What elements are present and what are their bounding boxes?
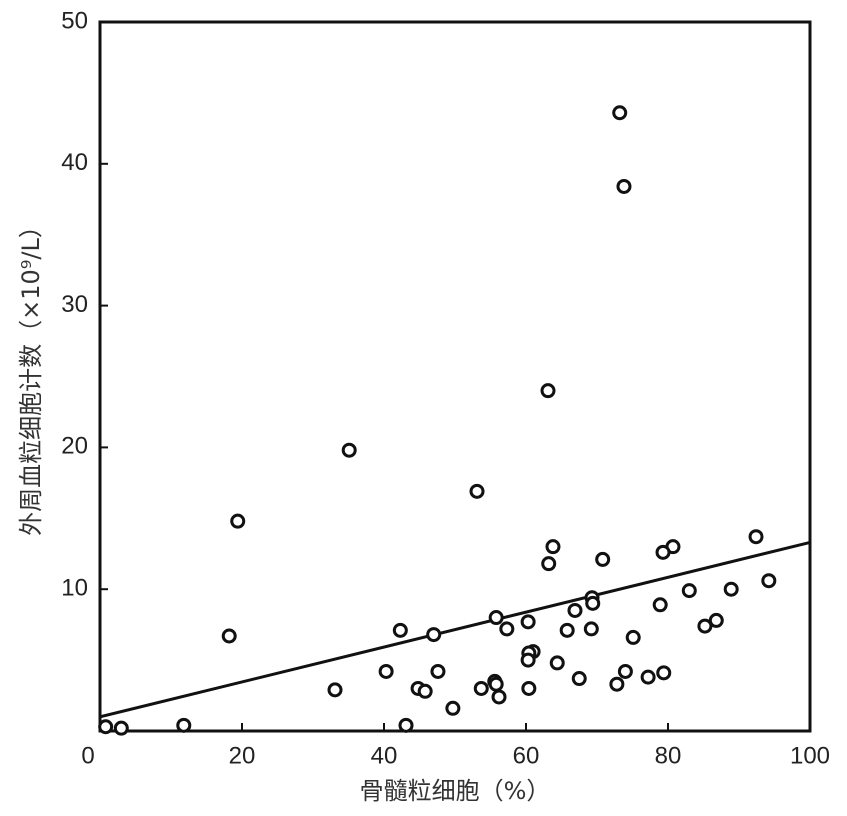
point (341, 442, 357, 458)
point (426, 627, 442, 643)
point (473, 680, 489, 696)
point (230, 513, 246, 529)
point (491, 689, 507, 705)
point (113, 720, 129, 736)
point (541, 556, 557, 572)
x-tick-label: 0 (81, 742, 94, 769)
point (98, 719, 114, 735)
point (655, 544, 671, 560)
point (567, 602, 583, 618)
point (652, 597, 668, 613)
point (549, 655, 565, 671)
point (499, 621, 515, 637)
point (571, 671, 587, 687)
y-tick-label: 40 (61, 149, 88, 176)
point (521, 680, 537, 696)
x-axis-title: 骨髓粒细胞（%） (360, 777, 551, 805)
point (625, 629, 641, 645)
point (616, 178, 632, 194)
point (559, 622, 575, 638)
point (520, 614, 536, 630)
y-axis-title: 外周血粒细胞计数（×10⁹/L） (17, 214, 45, 536)
point (327, 682, 343, 698)
y-tick-label: 50 (61, 7, 88, 34)
point (469, 483, 485, 499)
point (609, 676, 625, 692)
point (488, 610, 504, 626)
point (681, 583, 697, 599)
point (761, 573, 777, 589)
point (520, 652, 536, 668)
y-tick-label: 20 (61, 433, 88, 460)
point (176, 717, 192, 733)
point (617, 663, 633, 679)
point (221, 628, 237, 644)
x-tick-label: 100 (790, 742, 830, 769)
y-tick-label: 30 (61, 291, 88, 318)
point (430, 663, 446, 679)
plot-frame (98, 20, 812, 733)
point (545, 539, 561, 555)
point (392, 622, 408, 638)
point (398, 717, 414, 733)
point (708, 612, 724, 628)
point (488, 676, 504, 692)
point (748, 529, 764, 545)
point (583, 621, 599, 637)
y-tick-label: 10 (61, 575, 88, 602)
point (595, 551, 611, 567)
point (540, 383, 556, 399)
point (723, 581, 739, 597)
x-tick-label: 60 (513, 742, 540, 769)
point (656, 665, 672, 681)
point (612, 105, 628, 121)
x-tick-label: 20 (229, 742, 256, 769)
point (640, 669, 656, 685)
point (697, 618, 713, 634)
point (445, 700, 461, 716)
x-tick-label: 40 (371, 742, 398, 769)
point (417, 683, 433, 699)
point (378, 663, 394, 679)
trend-line (99, 540, 811, 719)
x-tick-label: 80 (655, 742, 682, 769)
point (585, 595, 601, 611)
